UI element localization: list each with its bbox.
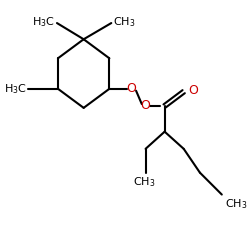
Text: CH$_3$: CH$_3$ xyxy=(134,176,156,189)
Text: CH$_3$: CH$_3$ xyxy=(225,198,247,211)
Text: O: O xyxy=(141,100,150,112)
Text: O: O xyxy=(188,84,198,97)
Text: H$_3$C: H$_3$C xyxy=(32,15,55,29)
Text: H$_3$C: H$_3$C xyxy=(4,82,26,96)
Text: O: O xyxy=(126,82,136,95)
Text: CH$_3$: CH$_3$ xyxy=(113,15,136,29)
